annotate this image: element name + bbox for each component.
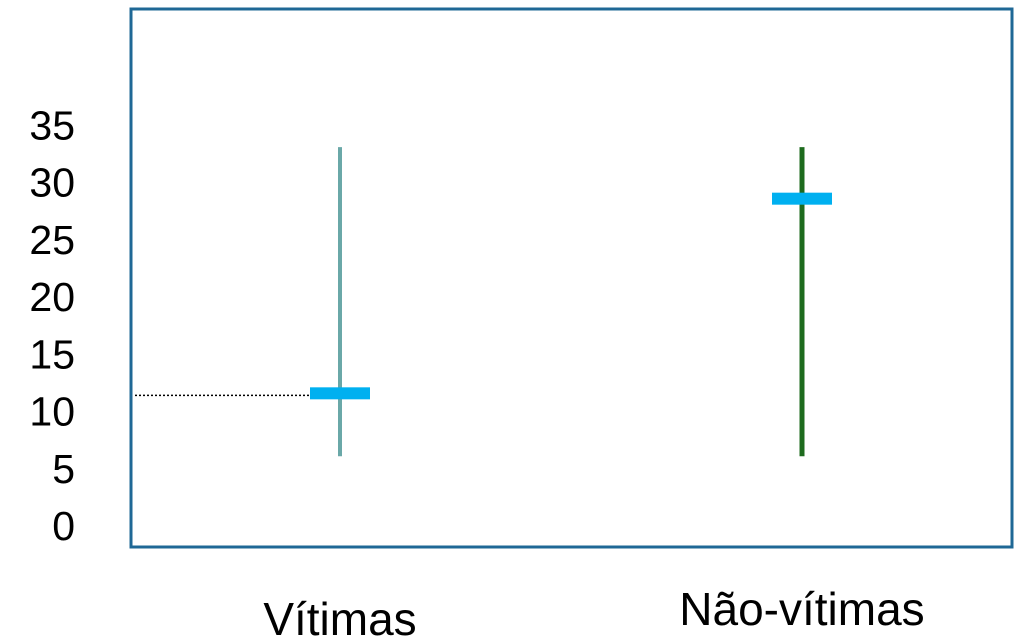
- x-axis-category-labels: Vítimas Não-vítimas: [263, 583, 924, 639]
- mean-markers: [310, 192, 832, 400]
- y-tick-label: 35: [29, 102, 75, 148]
- category-label: Não-vítimas: [679, 583, 924, 635]
- range-lines: [338, 147, 805, 457]
- y-tick-label: 5: [52, 446, 75, 492]
- y-axis-tick-labels: 0 5 10 15 20 25 30 35: [29, 102, 75, 549]
- y-tick-label: 30: [29, 160, 75, 206]
- y-tick-label: 0: [52, 503, 75, 549]
- plot-frame: [129, 7, 1014, 549]
- mean-marker: [772, 192, 832, 205]
- category-label: Vítimas: [263, 593, 416, 639]
- y-tick-label: 20: [29, 274, 75, 320]
- y-tick-label: 15: [29, 331, 75, 377]
- mean-marker: [310, 387, 370, 400]
- y-tick-label: 25: [29, 217, 75, 263]
- y-tick-label: 10: [29, 389, 75, 435]
